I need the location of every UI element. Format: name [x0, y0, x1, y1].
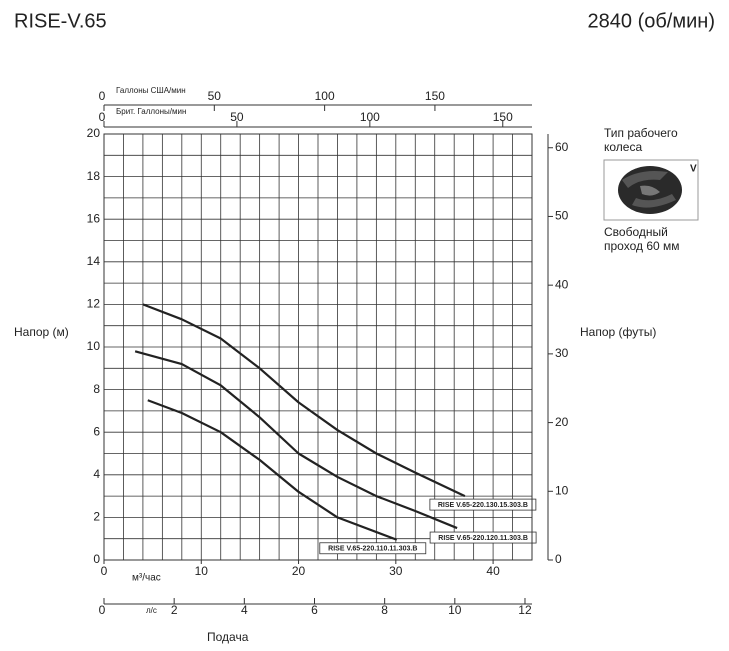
impeller-passage: Свободный проход 60 мм [604, 225, 680, 253]
plot-frame [103, 133, 533, 561]
x-axis-label: м³/час [132, 573, 161, 584]
y2-axis-label: Напор (футы) [580, 325, 656, 339]
y-tick-label: 4 [93, 467, 100, 481]
y2-tick-label: 50 [555, 209, 569, 223]
extra-x-axis-label: Брит. Галлоны/мин [116, 107, 186, 116]
series-label-box [319, 542, 427, 555]
extra-x-tick-label: 50 [208, 89, 222, 103]
x-tick-label: 0 [101, 564, 108, 578]
legend-label: RISE V.65-220.110.11.303.B [328, 546, 417, 553]
extra-x-tick-label: 8 [381, 603, 388, 617]
y-tick-label: 10 [87, 339, 101, 353]
extra-x-tick-label: 0 [99, 110, 106, 124]
legend-label: RISE V.65-220.130.15.303.B [438, 502, 528, 509]
impeller-type: V [690, 164, 697, 175]
y-tick-label: 2 [93, 510, 100, 524]
x-tick-label: 20 [292, 564, 306, 578]
y2-tick-label: 20 [555, 415, 569, 429]
extra-x-tick-label: 50 [230, 110, 244, 124]
legend-label: RISE V.65-220.120.11.303.B [438, 535, 528, 542]
x-tick-label: 30 [389, 564, 403, 578]
extra-x-tick-label: 0 [99, 89, 106, 103]
y-axis-label: Напор (м) [14, 325, 69, 339]
extra-x-tick-label: 4 [241, 603, 248, 617]
extra-x-tick-label: 150 [425, 89, 445, 103]
y2-tick-label: 60 [555, 140, 569, 154]
extra-x-tick-label: 150 [493, 110, 513, 124]
extra-x-tick-label: 0 [99, 603, 106, 617]
y-tick-label: 20 [87, 126, 101, 140]
x-tick-label: 40 [486, 564, 500, 578]
y2-tick-label: 0 [555, 552, 562, 566]
y2-tick-label: 10 [555, 483, 569, 497]
series-line [147, 399, 398, 541]
y-tick-label: 18 [87, 169, 101, 183]
extra-x-tick-label: 10 [448, 603, 462, 617]
extra-x-tick-label: 100 [315, 89, 335, 103]
y2-tick-label: 40 [555, 277, 569, 291]
chart-title: RISE-V.65 [14, 10, 107, 32]
y-tick-label: 12 [87, 297, 101, 311]
impeller-title: Тип рабочего колеса [604, 126, 678, 154]
impeller-icon [618, 166, 682, 214]
x-tick-label: 10 [195, 564, 209, 578]
extra-x-tick-label: 2 [171, 603, 178, 617]
y-tick-label: 6 [93, 424, 100, 438]
extra-x-axis-label: Галлоны США/мин [116, 86, 186, 95]
extra-x-tick-label: 6 [311, 603, 318, 617]
series-line [142, 303, 466, 498]
y-tick-label: 8 [93, 382, 100, 396]
series-line [134, 350, 458, 530]
series-label-box [429, 531, 537, 544]
y-tick-label: 0 [93, 552, 100, 566]
y2-tick-label: 30 [555, 346, 569, 360]
extra-x-tick-label: 100 [360, 110, 380, 124]
y-tick-label: 14 [87, 254, 101, 268]
chart-subtitle: 2840 (об/мин) [588, 10, 715, 32]
x-title: Подача [207, 630, 249, 644]
extra-x-axis-label: л/с [146, 606, 157, 615]
extra-x-tick-label: 12 [518, 603, 532, 617]
series-label-box [429, 498, 537, 511]
y-tick-label: 16 [87, 211, 101, 225]
